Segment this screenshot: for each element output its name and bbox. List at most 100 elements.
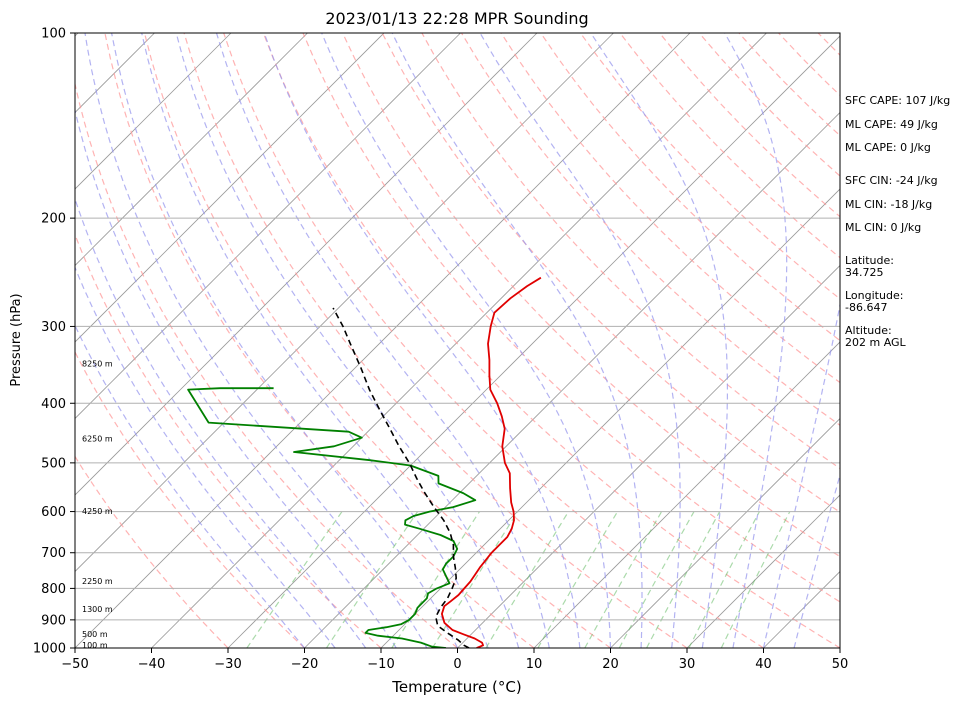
dry-adiabat	[579, 33, 840, 300]
isotherm	[75, 33, 232, 190]
isotherm	[151, 33, 767, 648]
x-tick-label: 50	[832, 657, 849, 672]
stat-ml-cape: ML CAPE: 49 J/kg	[845, 118, 938, 131]
isotherm	[533, 341, 840, 648]
y-tick-label: 500	[41, 456, 66, 471]
dry-adiabat	[75, 350, 305, 648]
height-label: 1300 m	[82, 605, 113, 614]
moist-adiabat	[762, 301, 840, 648]
dry-adiabat	[183, 33, 688, 648]
moist-adiabat	[84, 33, 428, 648]
stat-ml-cin-2: ML CIN: 0 J/kg	[845, 221, 921, 234]
y-tick-label: 1000	[33, 642, 66, 657]
isotherm	[75, 33, 461, 420]
isotherm	[75, 33, 614, 573]
dewpoint-line	[187, 387, 477, 648]
height-label: 6250 m	[82, 434, 113, 443]
isotherm	[75, 33, 538, 496]
x-tick-label: 20	[602, 657, 619, 672]
moist-adiabat	[111, 33, 459, 648]
dry-adiabat	[262, 33, 840, 648]
dry-adiabat	[104, 33, 535, 648]
latitude-label: Latitude:	[845, 254, 894, 267]
isotherm	[610, 417, 840, 648]
mixing-ratio-line	[688, 511, 760, 648]
y-tick-label: 600	[41, 505, 66, 520]
chart-title: 2023/01/13 22:28 MPR Sounding	[325, 9, 588, 28]
x-axis-ticks: −50 −40 −30 −20 −10 0 10 20 30 40 50	[61, 648, 848, 672]
height-label: 100 m	[82, 641, 108, 650]
isotherm	[75, 33, 691, 648]
mixing-ratio-line	[618, 511, 695, 648]
mixing-ratio-line	[646, 511, 721, 648]
location-panel: Latitude: 34.725 Longitude: -86.647 Alti…	[845, 254, 907, 349]
x-tick-label: −20	[291, 657, 318, 672]
altitude-label: Altitude:	[845, 324, 892, 337]
y-tick-label: 900	[41, 613, 66, 628]
isotherm	[304, 111, 840, 648]
x-tick-label: 0	[453, 657, 461, 672]
moist-adiabat	[75, 197, 367, 648]
dry-adiabat	[143, 33, 611, 648]
moist-adiabat	[75, 107, 397, 648]
temperature-line	[441, 276, 542, 648]
sounding-lines	[187, 276, 542, 648]
y-axis-ticks: 100 200 300 400 500 600 700 800 900 1000	[33, 27, 75, 657]
dry-adiabat	[381, 33, 840, 513]
dry-adiabat	[75, 81, 458, 648]
mixing-ratio-line	[584, 511, 663, 648]
latitude-value: 34.725	[845, 266, 884, 279]
stat-ml-cape-2: ML CAPE: 0 J/kg	[845, 141, 931, 154]
stats-panel: SFC CAPE: 107 J/kg ML CAPE: 49 J/kg ML C…	[845, 94, 950, 234]
moist-adiabat	[590, 33, 728, 648]
moist-adiabat	[793, 472, 840, 648]
stat-sfc-cin: SFC CIN: -24 J/kg	[845, 174, 938, 187]
stat-sfc-cape: SFC CAPE: 107 J/kg	[845, 94, 950, 107]
x-tick-label: 10	[526, 657, 543, 672]
x-tick-label: −30	[214, 657, 241, 672]
parcel-path-line	[332, 307, 470, 648]
mixing-ratio-line	[485, 511, 570, 648]
mixing-ratio-line	[720, 511, 791, 648]
x-tick-label: 40	[755, 657, 772, 672]
isotherm	[686, 494, 840, 648]
height-label: 8250 m	[82, 359, 113, 368]
isotherm	[75, 33, 385, 343]
longitude-value: -86.647	[845, 301, 887, 314]
x-tick-label: −10	[367, 657, 394, 672]
height-label: 2250 m	[82, 577, 113, 586]
background-lines	[75, 33, 840, 648]
moist-adiabat	[479, 33, 681, 648]
height-label: 4250 m	[82, 507, 113, 516]
mixing-ratio-line	[537, 511, 619, 648]
y-tick-label: 300	[41, 320, 66, 335]
height-labels: 8250 m 6250 m 4250 m 2250 m 1300 m 500 m 100 m	[82, 359, 113, 650]
moist-adiabat	[263, 33, 581, 648]
isotherm	[380, 188, 840, 648]
moist-adiabat	[175, 33, 520, 648]
isotherm	[75, 33, 308, 267]
dry-adiabat	[342, 33, 840, 558]
isotherm	[227, 35, 840, 648]
pressure-gridlines	[75, 33, 840, 648]
x-tick-label: −50	[61, 657, 88, 672]
x-tick-label: 30	[679, 657, 696, 672]
y-tick-label: 700	[41, 546, 66, 561]
stat-ml-cin: ML CIN: -18 J/kg	[845, 198, 932, 211]
y-tick-label: 200	[41, 212, 66, 227]
y-axis-label: Pressure (hPa)	[9, 293, 24, 386]
y-tick-label: 400	[41, 397, 66, 412]
altitude-value: 202 m AGL	[845, 336, 907, 349]
y-tick-label: 800	[41, 582, 66, 597]
height-label: 500 m	[82, 630, 108, 639]
moist-adiabat	[215, 33, 550, 648]
moist-adiabat	[724, 33, 788, 648]
x-tick-label: −40	[138, 657, 165, 672]
y-tick-label: 100	[41, 27, 66, 42]
x-axis-label: Temperature (°C)	[391, 678, 521, 696]
moist-adiabat	[75, 265, 336, 648]
moist-adiabat	[391, 33, 643, 648]
moist-adiabat	[321, 33, 612, 648]
